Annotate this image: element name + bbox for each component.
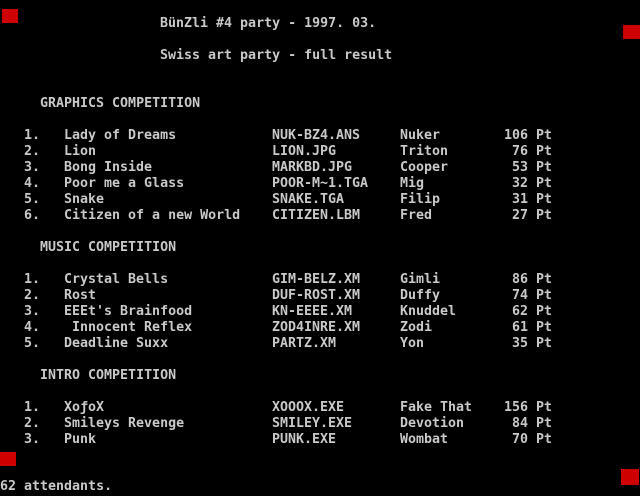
entry-title-cell: Innocent Reflex <box>64 320 193 335</box>
result-row: 1. Crystal Bells GIM-BELZ.XM Gimli 86 Pt <box>0 272 640 288</box>
points-cell: 156 Pt <box>503 400 552 415</box>
rank-cell: 4. <box>24 176 41 191</box>
author-cell: Nuker <box>400 128 441 143</box>
rank-cell: 5. <box>24 336 41 351</box>
points-cell: 76 Pt <box>511 144 552 159</box>
rank-cell: 2. <box>24 288 41 303</box>
author-cell: Fred <box>400 208 433 223</box>
points-cell: 31 Pt <box>511 192 552 207</box>
filename-cell: POOR-M~1.TGA <box>272 176 369 191</box>
author-cell: Devotion <box>400 416 465 431</box>
entry-title-cell: Lady of Dreams <box>64 128 177 143</box>
entry-title-cell: XoƒoX <box>64 400 105 415</box>
points-cell: 35 Pt <box>511 336 552 351</box>
author-cell: Filip <box>400 192 441 207</box>
rank-cell: 1. <box>24 128 41 143</box>
author-cell: Cooper <box>400 160 449 175</box>
section-heading: MUSIC COMPETITION <box>40 240 177 255</box>
result-row: 3. Bong Inside MARKBD.JPG Cooper 53 Pt <box>0 160 640 176</box>
author-cell: Knuddel <box>400 304 457 319</box>
red-corner-marker-top-left <box>2 9 18 23</box>
result-row: 3. Punk PUNK.EXE Wombat 70 Pt <box>0 432 640 448</box>
entry-title-cell: EEEt's Brainfood <box>64 304 193 319</box>
entry-title-cell: Bong Inside <box>64 160 153 175</box>
filename-cell: SNAKE.TGA <box>272 192 345 207</box>
rank-cell: 1. <box>24 272 41 287</box>
red-corner-marker-bottom-right <box>621 469 639 485</box>
result-row: 1. XoƒoX XOOOX.EXE Fake That 156 Pt <box>0 400 640 416</box>
page-title: BünZli #4 party - 1997. 03. <box>160 16 377 31</box>
result-row: 4. Poor me a Glass POOR-M~1.TGA Mig 32 P… <box>0 176 640 192</box>
points-cell: 70 Pt <box>511 432 552 447</box>
section-heading: INTRO COMPETITION <box>40 368 177 383</box>
entry-title-cell: Crystal Bells <box>64 272 169 287</box>
filename-cell: CITIZEN.LBM <box>272 208 361 223</box>
rank-cell: 1. <box>24 400 41 415</box>
result-row: 2. Smileys Revenge SMILEY.EXE Devotion 8… <box>0 416 640 432</box>
filename-cell: GIM-BELZ.XM <box>272 272 361 287</box>
author-cell: Mig <box>400 176 425 191</box>
author-cell: Wombat <box>400 432 449 447</box>
result-row: 4. Innocent Reflex ZOD4INRE.XM Zodi 61 P… <box>0 320 640 336</box>
author-cell: Triton <box>400 144 449 159</box>
filename-cell: MARKBD.JPG <box>272 160 353 175</box>
rank-cell: 2. <box>24 416 41 431</box>
rank-cell: 5. <box>24 192 41 207</box>
rank-cell: 2. <box>24 144 41 159</box>
author-cell: Gimli <box>400 272 441 287</box>
filename-cell: PARTZ.XM <box>272 336 337 351</box>
entry-title-cell: Poor me a Glass <box>64 176 185 191</box>
points-cell: 32 Pt <box>511 176 552 191</box>
points-cell: 86 Pt <box>511 272 552 287</box>
author-cell: Yon <box>400 336 425 351</box>
filename-cell: KN-EEEE.XM <box>272 304 353 319</box>
entry-title-cell: Citizen of a new World <box>64 208 241 223</box>
entry-title-cell: Rost <box>64 288 97 303</box>
filename-cell: DUF-ROST.XM <box>272 288 361 303</box>
filename-cell: NUK-BZ4.ANS <box>272 128 361 143</box>
points-cell: 61 Pt <box>511 320 552 335</box>
filename-cell: SMILEY.EXE <box>272 416 353 431</box>
filename-cell: ZOD4INRE.XM <box>272 320 361 335</box>
filename-cell: XOOOX.EXE <box>272 400 345 415</box>
rank-cell: 3. <box>24 432 41 447</box>
entry-title-cell: Lion <box>64 144 97 159</box>
author-cell: Fake That <box>400 400 473 415</box>
filename-cell: LION.JPG <box>272 144 337 159</box>
author-cell: Duffy <box>400 288 441 303</box>
points-cell: 84 Pt <box>511 416 552 431</box>
result-row: 1. Lady of Dreams NUK-BZ4.ANS Nuker 106 … <box>0 128 640 144</box>
result-row: 2. Rost DUF-ROST.XM Duffy 74 Pt <box>0 288 640 304</box>
result-row: 6. Citizen of a new World CITIZEN.LBM Fr… <box>0 208 640 224</box>
entry-title-cell: Snake <box>64 192 105 207</box>
points-cell: 74 Pt <box>511 288 552 303</box>
entry-title-cell: Punk <box>64 432 97 447</box>
result-row: 5. Deadline Suxx PARTZ.XM Yon 35 Pt <box>0 336 640 352</box>
result-row: 5. Snake SNAKE.TGA Filip 31 Pt <box>0 192 640 208</box>
red-corner-marker-bottom-left <box>0 452 16 466</box>
page-subtitle: Swiss art party - full result <box>160 48 393 63</box>
points-cell: 62 Pt <box>511 304 552 319</box>
rank-cell: 3. <box>24 304 41 319</box>
entry-title-cell: Deadline Suxx <box>64 336 169 351</box>
entry-title-cell: Smileys Revenge <box>64 416 185 431</box>
rank-cell: 4. <box>24 320 41 335</box>
rank-cell: 3. <box>24 160 41 175</box>
result-row: 3. EEEt's Brainfood KN-EEEE.XM Knuddel 6… <box>0 304 640 320</box>
filename-cell: PUNK.EXE <box>272 432 337 447</box>
points-cell: 106 Pt <box>503 128 552 143</box>
section-heading: GRAPHICS COMPETITION <box>40 96 201 111</box>
red-corner-marker-top-right <box>623 25 640 39</box>
points-cell: 53 Pt <box>511 160 552 175</box>
points-cell: 27 Pt <box>511 208 552 223</box>
author-cell: Zodi <box>400 320 433 335</box>
rank-cell: 6. <box>24 208 41 223</box>
attendants-count: 62 attendants. <box>0 479 113 494</box>
result-row: 2. Lion LION.JPG Triton 76 Pt <box>0 144 640 160</box>
